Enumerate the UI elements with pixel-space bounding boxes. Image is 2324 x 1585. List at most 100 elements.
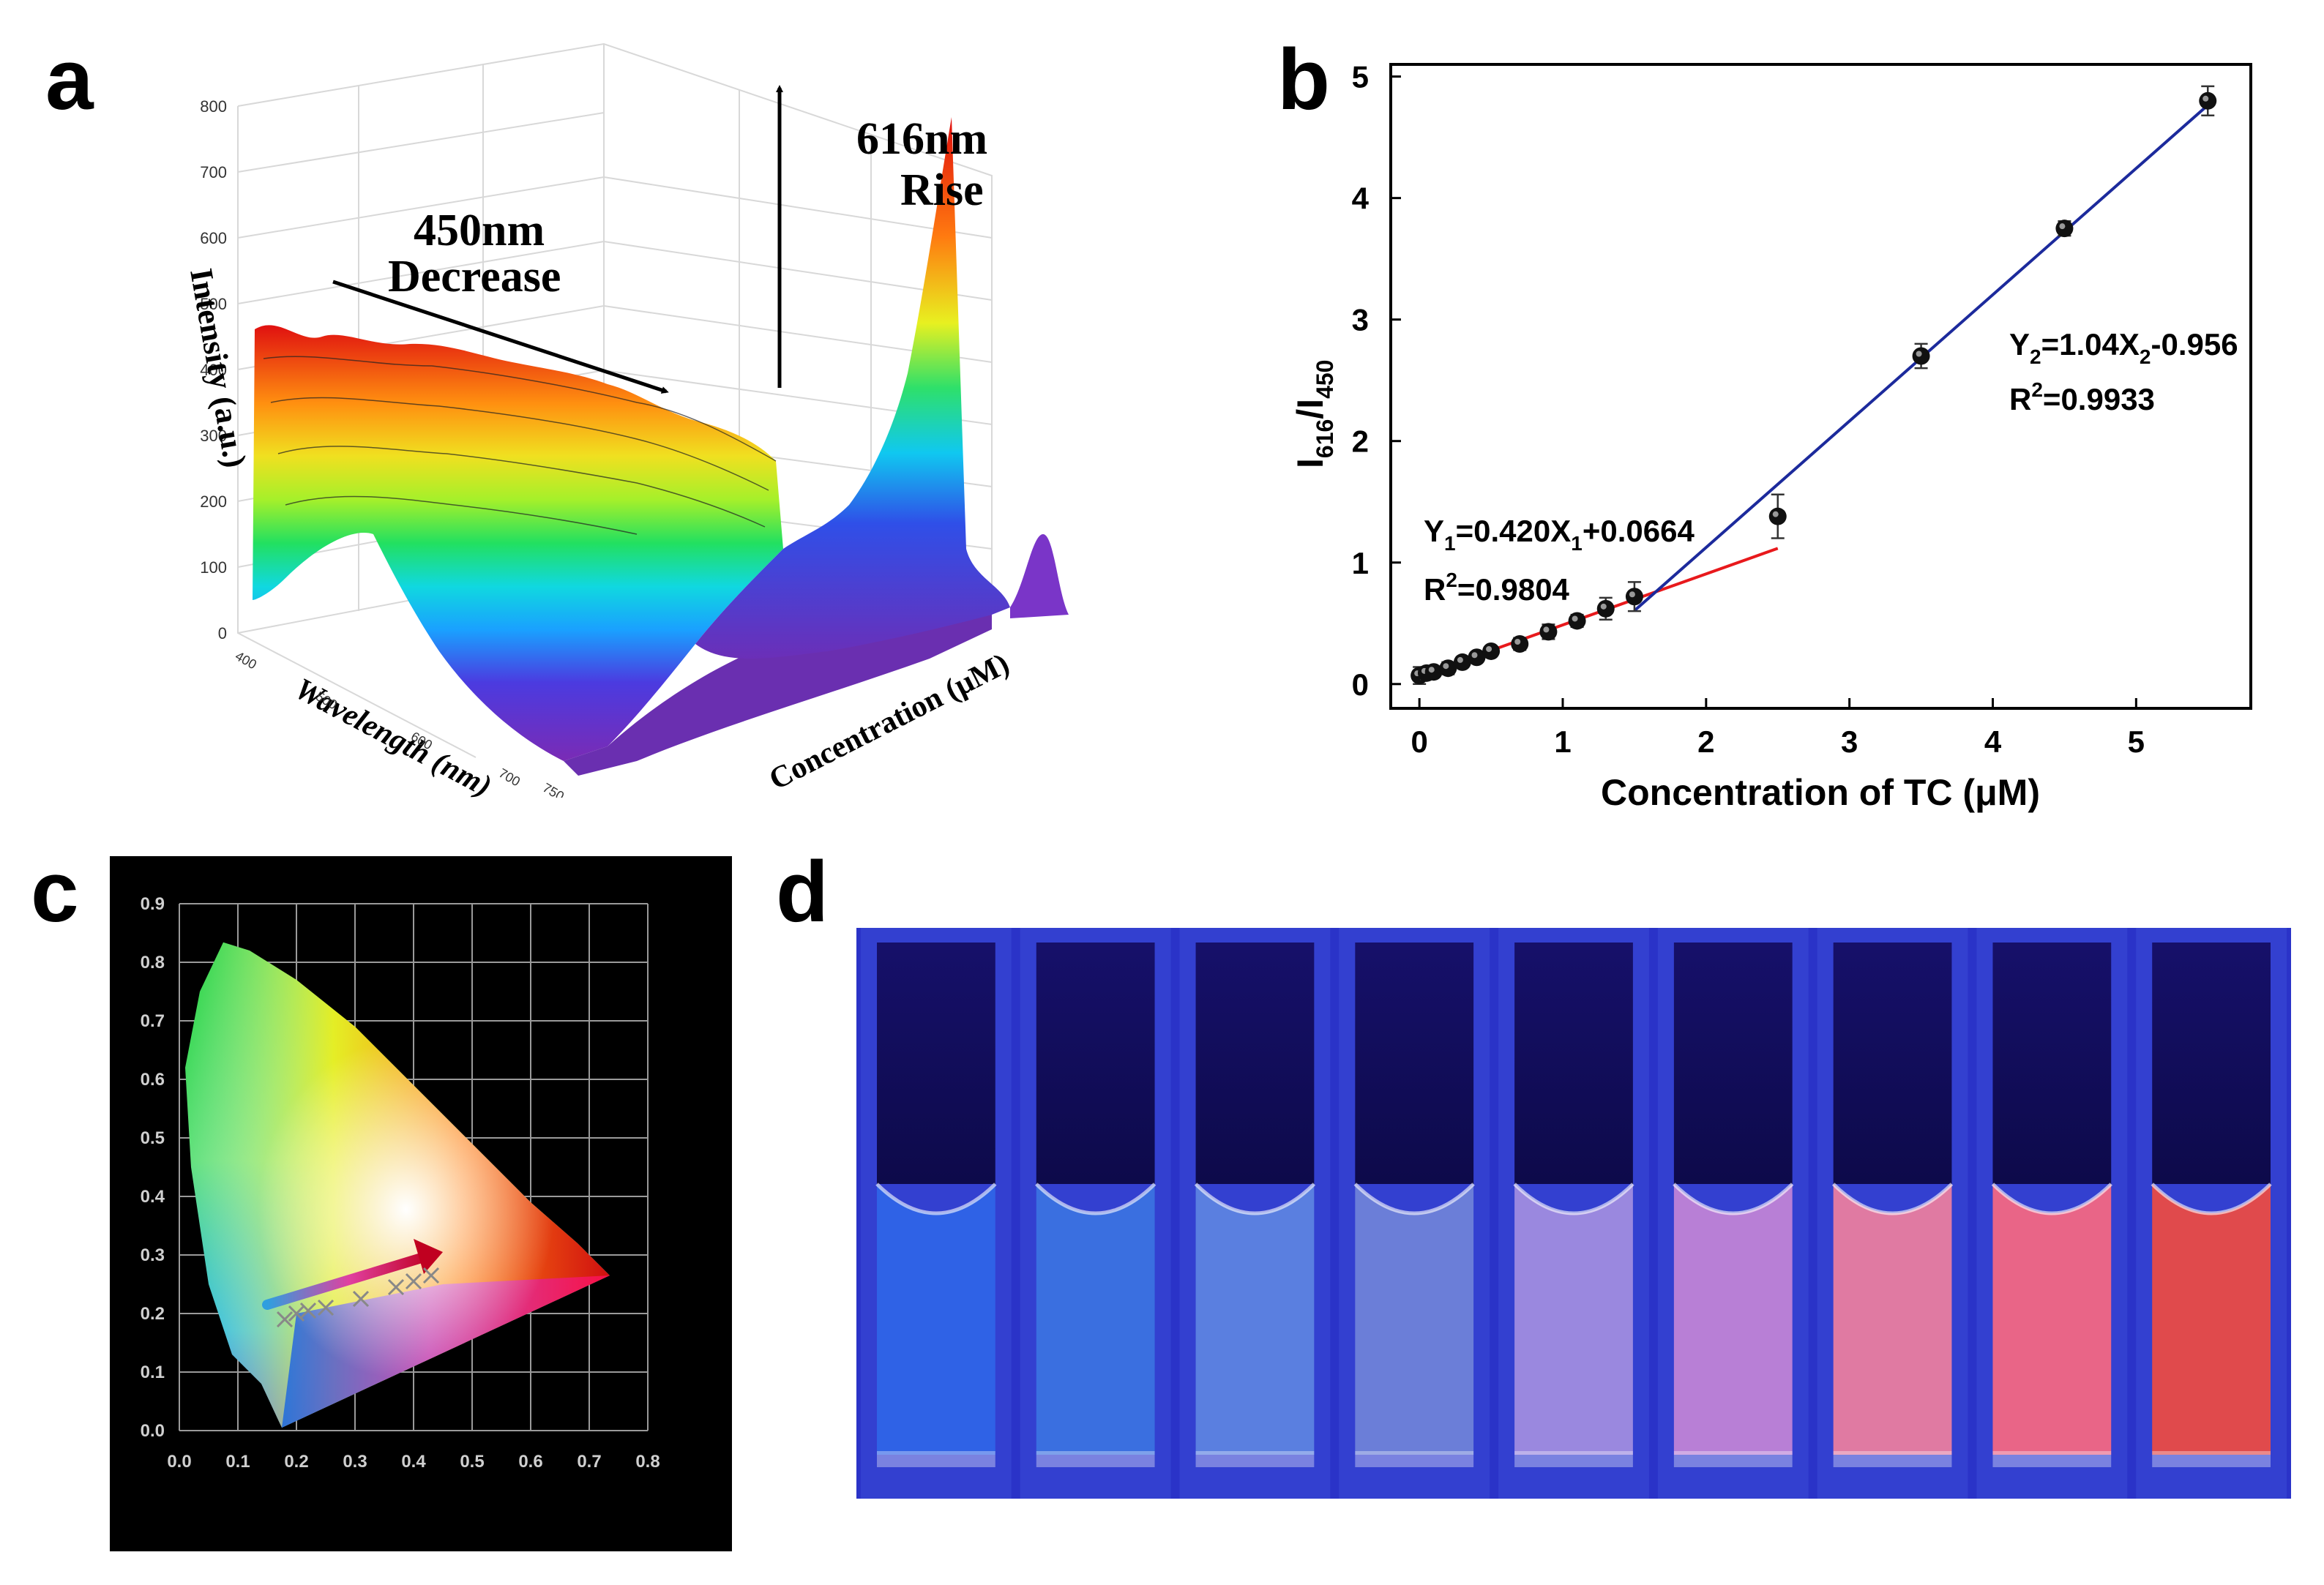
vial-headspace — [1833, 943, 1952, 1184]
cie-y-tick-label: 0.9 — [141, 894, 165, 914]
surface-floor — [564, 611, 992, 776]
cie-marker — [352, 1290, 370, 1308]
surface-616nm-peak — [695, 117, 1010, 659]
vial-meniscus — [1673, 1183, 1794, 1215]
y-tick-label: 0 — [1352, 667, 1369, 702]
vial-solution — [1514, 1184, 1633, 1455]
x-axis-title: Concentration of TC (μM) — [1601, 772, 2040, 813]
data-point — [1468, 648, 1486, 667]
y-tick-label: 2 — [1352, 424, 1369, 459]
vial-solution — [1195, 1184, 1315, 1455]
x-tick-label: 2 — [1697, 724, 1714, 759]
cie-x-tick-label: 0.3 — [343, 1452, 367, 1472]
vial-meniscus — [1035, 1183, 1157, 1215]
data-point — [1768, 507, 1787, 525]
panel-label-a: a — [45, 31, 94, 128]
data-point-highlight — [2059, 223, 2066, 230]
y-tick-label: 3 — [1352, 303, 1369, 337]
vial-solution — [1355, 1184, 1474, 1455]
data-points — [1411, 85, 2217, 686]
data-point-highlight — [1772, 511, 1779, 517]
vial-headspace — [877, 943, 995, 1184]
vial-headspace — [1036, 943, 1155, 1184]
data-point-highlight — [1600, 603, 1607, 610]
cie-y-tick-label: 0.1 — [141, 1363, 165, 1382]
cie-x-tick-label: 0.1 — [225, 1452, 250, 1472]
arrow-450-decrease — [332, 280, 669, 394]
y-tick-label: 1 — [1352, 546, 1369, 580]
cie-y-tick-label: 0.8 — [141, 953, 165, 973]
vial-bottom-glow — [1514, 1451, 1633, 1467]
data-point — [1424, 663, 1443, 681]
vial-solution — [1833, 1184, 1952, 1455]
data-point — [2199, 91, 2217, 110]
annotation-450-line1: 450nm — [414, 206, 545, 255]
r2-1: R2=0.9804 — [1424, 569, 1570, 607]
small-side-peak — [1010, 534, 1069, 618]
cie-y-tick-label: 0.3 — [141, 1245, 165, 1265]
panel-d-vial-photo — [856, 928, 2291, 1499]
vial-solution — [2152, 1184, 2271, 1455]
data-point-highlight — [1471, 652, 1478, 659]
x-tick-label: 1 — [1554, 724, 1571, 759]
surface-contours — [263, 356, 777, 535]
cie-marker — [299, 1302, 317, 1319]
vial-bottom-glow — [2152, 1451, 2271, 1467]
svg-text:400: 400 — [200, 361, 227, 379]
vial-meniscus — [1194, 1183, 1316, 1215]
vial-bottom-glow — [1355, 1451, 1474, 1467]
cie-x-tick-label: 0.6 — [518, 1452, 542, 1472]
plot-frame — [1389, 63, 2252, 710]
cie-marker — [405, 1273, 422, 1290]
vial-meniscus — [1513, 1183, 1634, 1215]
cie-shift-arrow — [262, 1250, 436, 1310]
svg-text:400: 400 — [233, 648, 259, 672]
svg-text:500: 500 — [200, 295, 227, 313]
y-tick-label: 5 — [1352, 60, 1369, 94]
svg-text:600: 600 — [200, 229, 227, 247]
cie-y-tick-label: 0.5 — [141, 1128, 165, 1148]
vial-headspace — [2152, 943, 2271, 1184]
cie-shift-arrowhead — [414, 1239, 443, 1274]
vial-meniscus — [1831, 1183, 1954, 1215]
vial-headspace — [1673, 943, 1793, 1184]
cie-marker — [276, 1311, 294, 1328]
cie-locus-white — [185, 942, 610, 1428]
data-point — [1539, 623, 1558, 641]
y-axis-title: I616/I450 — [1290, 360, 1338, 468]
cie-marker — [387, 1278, 405, 1296]
panel-label-c: c — [31, 844, 79, 940]
vial-meniscus — [875, 1183, 997, 1215]
svg-text:700: 700 — [200, 163, 227, 181]
data-point-highlight — [1443, 663, 1449, 670]
svg-text:700: 700 — [496, 765, 523, 789]
x-ticks: 0 1 2 3 4 5 — [1411, 698, 2145, 759]
cie-markers — [262, 1239, 443, 1328]
cie-x-tick-label: 0.2 — [284, 1452, 308, 1472]
panel-label-b: b — [1277, 31, 1331, 128]
y-ticks: 0 1 2 3 4 5 — [1352, 60, 1401, 702]
data-point-highlight — [1428, 667, 1435, 673]
cie-x-tick-label: 0.0 — [167, 1452, 191, 1472]
cie-x-tick-label: 0.8 — [635, 1452, 660, 1472]
svg-text:100: 100 — [200, 558, 227, 577]
y-tick-label: 4 — [1352, 181, 1370, 216]
cie-y-tick-label: 0.0 — [141, 1421, 165, 1441]
x-tick-label: 0 — [1411, 724, 1427, 759]
cie-x-tick-label: 0.5 — [460, 1452, 484, 1472]
x-tick-label: 4 — [1984, 724, 2002, 759]
cie-x-tick-label: 0.4 — [401, 1452, 426, 1472]
vials — [861, 928, 2287, 1499]
equation-1: Y1=0.420X1+0.0664 — [1424, 514, 1695, 555]
vial-meniscus — [1991, 1183, 2112, 1215]
data-point-highlight — [1543, 626, 1550, 633]
data-point — [1439, 659, 1457, 678]
vial-bottom-glow — [1992, 1451, 2112, 1467]
data-point — [1511, 635, 1529, 653]
vial-bottom-glow — [1195, 1451, 1315, 1467]
cie-marker — [422, 1267, 440, 1284]
vial-solution — [1673, 1184, 1793, 1455]
svg-text:200: 200 — [200, 492, 227, 511]
cie-marker — [288, 1305, 305, 1322]
data-point — [1596, 599, 1615, 618]
